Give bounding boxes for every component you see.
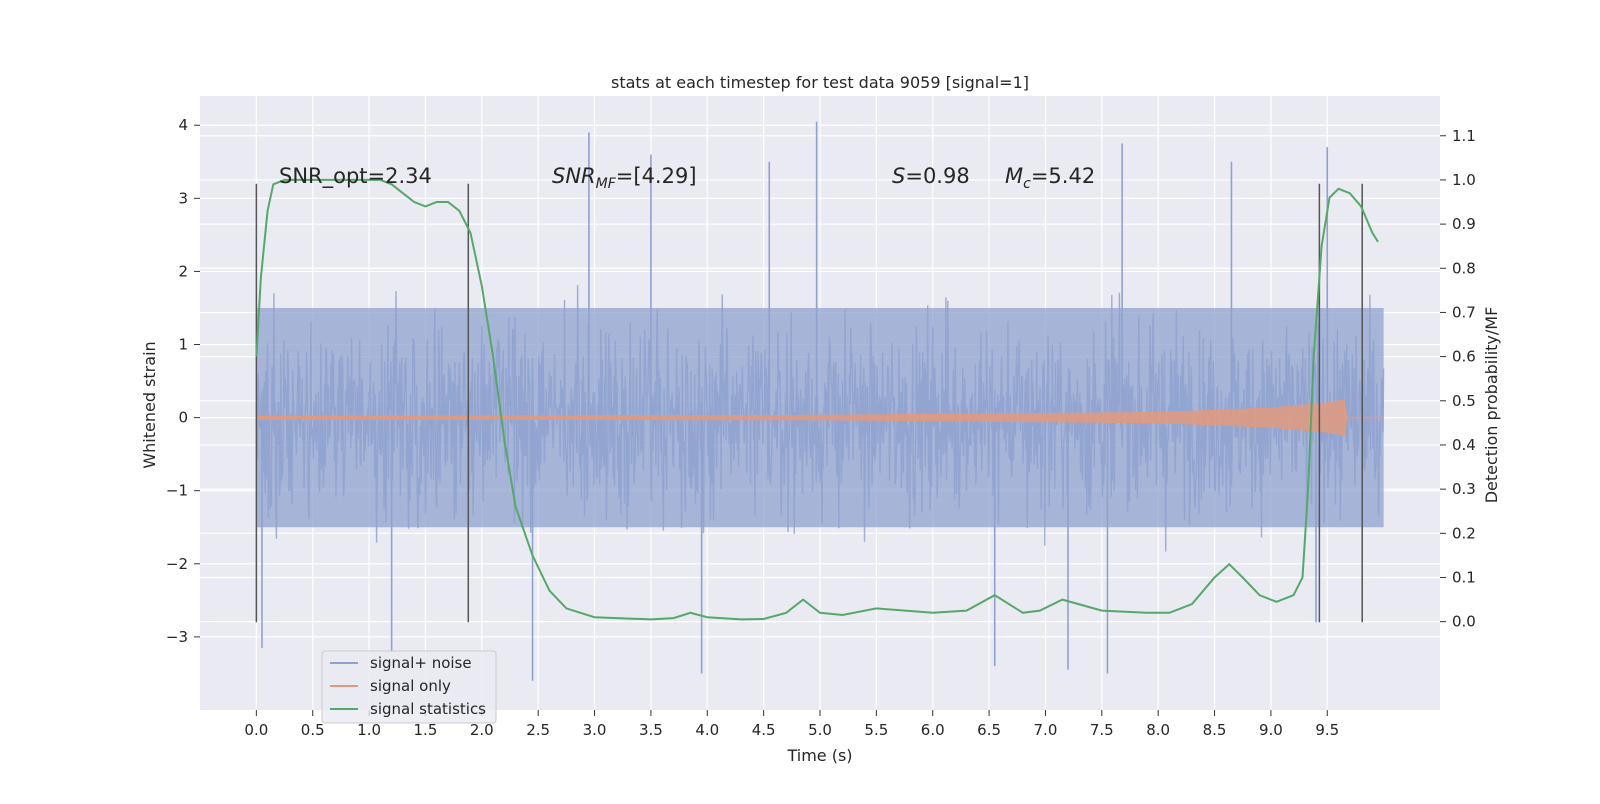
- x-tick-label: 4.0: [695, 721, 719, 739]
- mc-subscript: c: [1023, 176, 1031, 192]
- y-right-tick-label: 0.9: [1452, 215, 1476, 233]
- y-tick-label: −2: [166, 555, 188, 573]
- snr-opt-annotation: SNR_opt=2.34: [279, 164, 432, 189]
- x-axis-label: Time (s): [786, 746, 852, 765]
- snr-mf-base: SNR: [552, 164, 596, 188]
- x-tick-label: 5.0: [808, 721, 832, 739]
- y-right-tick-label: 0.6: [1452, 348, 1476, 366]
- x-tick-label: 6.5: [977, 721, 1001, 739]
- vertical-markers: [255, 183, 1363, 623]
- legend-box: [321, 650, 497, 724]
- mc-value: =5.42: [1031, 164, 1095, 188]
- y-right-tick-label: 0.1: [1452, 568, 1476, 586]
- y-right-tick-label: 0.3: [1452, 480, 1476, 498]
- y-right-tick-label: 1.1: [1452, 127, 1476, 145]
- signal-only-series: [255, 399, 1384, 436]
- s-annotation: S=0.98: [892, 164, 970, 188]
- y-tick-label: 4: [178, 116, 188, 134]
- x-tick-label: 3.5: [639, 721, 663, 739]
- x-tick-label: 8.5: [1203, 721, 1227, 739]
- x-tick-label: 2.0: [470, 721, 494, 739]
- x-tick-label: 9.5: [1315, 721, 1339, 739]
- y-tick-label: 1: [178, 336, 188, 354]
- s-value: =0.98: [905, 164, 969, 188]
- x-tick-label: 4.5: [752, 721, 776, 739]
- y-tick-label: 2: [178, 262, 188, 280]
- y-tick-label: 0: [178, 409, 188, 427]
- y-right-tick-label: 0.4: [1452, 436, 1476, 454]
- x-tick-label: 7.5: [1090, 721, 1114, 739]
- chart-title: stats at each timestep for test data 905…: [611, 73, 1029, 92]
- legend-label-statistics: signal statistics: [370, 700, 486, 718]
- snr-mf-annotation: SNRMF=[4.29]: [552, 164, 697, 192]
- x-tick-label: 3.0: [583, 721, 607, 739]
- legend: signal+ noise signal only signal statist…: [321, 650, 497, 724]
- y-right-tick-label: 1.0: [1452, 171, 1476, 189]
- y-right-tick-label: 0.2: [1452, 524, 1476, 542]
- y-axis-right-label: Detection probability/MF: [1482, 307, 1501, 504]
- y-right-tick-label: 0.8: [1452, 259, 1476, 277]
- y-tick-label: −1: [166, 482, 188, 500]
- y-axis-label: Whitened strain: [140, 341, 159, 468]
- y-right-tick-label: 0.5: [1452, 392, 1476, 410]
- x-tick-label: 5.5: [864, 721, 888, 739]
- y-tick-label: −3: [166, 628, 188, 646]
- x-tick-label: 6.0: [921, 721, 945, 739]
- mc-symbol: M: [1005, 164, 1023, 188]
- x-tick-label: 1.0: [357, 721, 381, 739]
- snr-mf-rest: =[4.29]: [616, 164, 697, 188]
- x-tick-label: 1.5: [414, 721, 438, 739]
- y-tick-label: 3: [178, 189, 188, 207]
- axis-ticks: 0.0 0.5 1.0 1.5 2.0 2.5 3.0 3.5 4.0 4.5 5.0 5.5 6.0 6…: [166, 116, 1476, 739]
- y-right-tick-label: 0.7: [1452, 303, 1476, 321]
- x-tick-label: 0.0: [244, 721, 268, 739]
- legend-label-signal: signal only: [370, 677, 451, 695]
- signal-statistics-series: [255, 178, 1379, 621]
- statistics-line: [255, 178, 1379, 621]
- x-tick-label: 0.5: [301, 721, 325, 739]
- legend-label-noise: signal+ noise: [370, 654, 472, 672]
- x-tick-label: 7.0: [1034, 721, 1058, 739]
- y-right-tick-label: 0.0: [1452, 613, 1476, 631]
- x-tick-label: 8.0: [1146, 721, 1170, 739]
- x-tick-label: 9.0: [1259, 721, 1283, 739]
- snr-mf-sub: MF: [596, 176, 617, 192]
- x-tick-label: 2.5: [526, 721, 550, 739]
- s-symbol: S: [892, 164, 905, 188]
- mc-annotation: Mc=5.42: [1005, 164, 1095, 192]
